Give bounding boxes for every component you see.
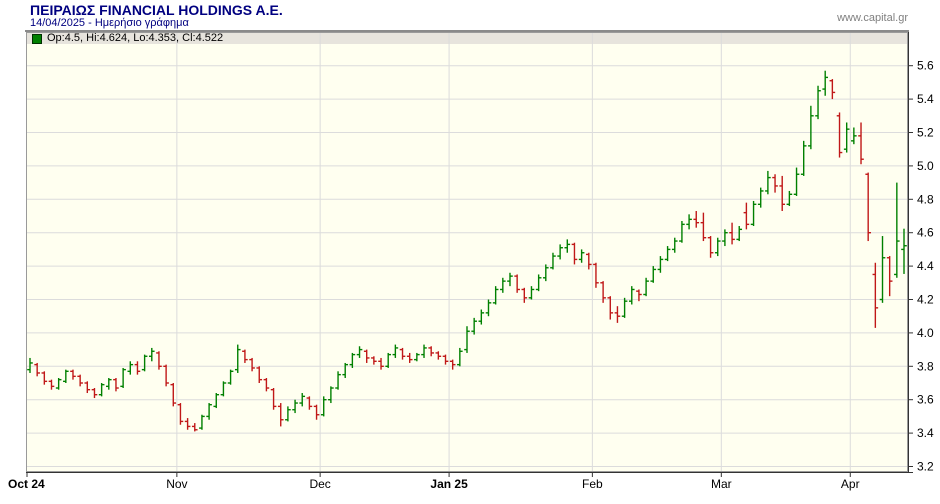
y-tick-label: 3.6 (917, 393, 934, 407)
legend-series-marker-icon (32, 33, 42, 44)
x-tick-label: Mar (711, 477, 732, 491)
website-watermark: www.capital.gr (837, 12, 908, 24)
chart-date-subtitle: 14/04/2025 - Ημερήσιο γράφημα (30, 17, 189, 29)
x-tick-label: Oct 24 (8, 477, 45, 491)
x-tick-label: Jan 25 (430, 477, 468, 491)
y-tick-label: 5.6 (917, 59, 934, 73)
legend-ohlc-text: Op:4.5, Hi:4.624, Lo:4.353, Cl:4.522 (47, 32, 224, 44)
y-tick-label: 3.4 (917, 426, 934, 440)
y-tick-label: 4.6 (917, 226, 934, 240)
y-tick-label: 4.8 (917, 192, 934, 206)
page-title: ΠΕΙΡΑΙΩΣ FINANCIAL HOLDINGS A.E. (30, 2, 283, 18)
legend-bar: Op:4.5, Hi:4.624, Lo:4.353, Cl:4.522 (32, 33, 223, 44)
x-tick-label: Nov (166, 477, 187, 491)
plot-background (26, 32, 908, 472)
x-tick-label: Dec (309, 477, 330, 491)
y-tick-label: 4.0 (917, 326, 934, 340)
plot-border (26, 32, 908, 472)
y-tick-label: 5.0 (917, 159, 934, 173)
y-tick-label: 3.2 (917, 460, 934, 474)
x-tick-label: Apr (841, 477, 860, 491)
x-tick-label: Feb (582, 477, 603, 491)
y-tick-label: 4.4 (917, 259, 934, 273)
y-tick-label: 3.8 (917, 359, 934, 373)
y-tick-label: 4.2 (917, 293, 934, 307)
y-tick-label: 5.2 (917, 126, 934, 140)
y-tick-label: 5.4 (917, 92, 934, 106)
legend-strip-background (26, 32, 908, 44)
